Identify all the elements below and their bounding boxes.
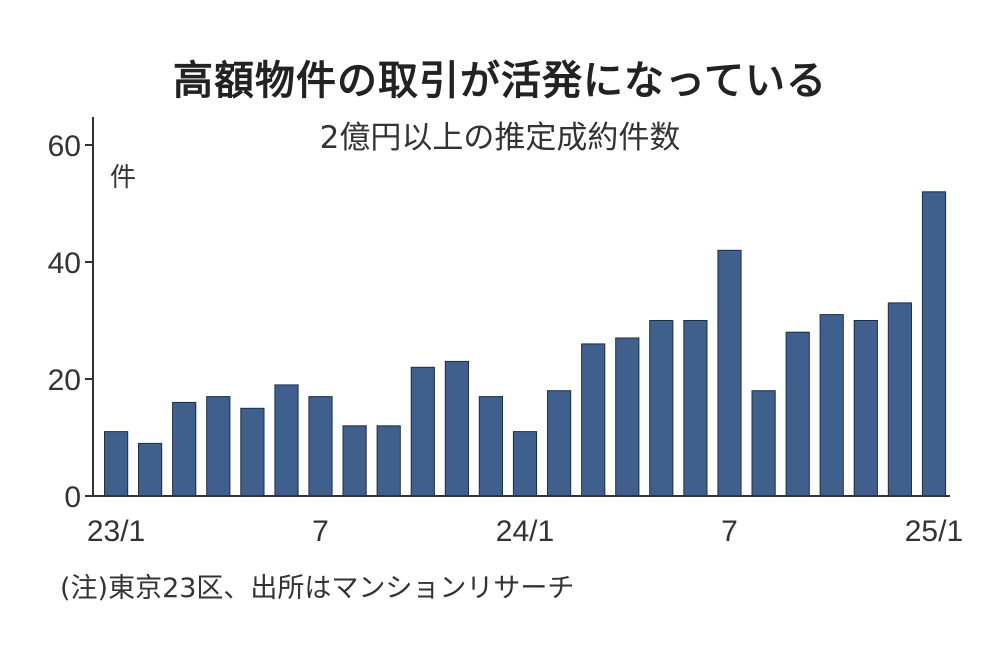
chart-title: 高額物件の取引が活発になっている [173,58,827,104]
x-tick-label: 7 [721,515,738,548]
bar [921,191,947,497]
bar [206,396,231,497]
chart-subtitle: 2億円以上の推定成約件数 [319,120,681,156]
x-tick-label: 23/1 [87,515,145,548]
bar [887,302,912,497]
bar [717,249,742,497]
bar [138,442,163,497]
bar [785,331,810,497]
bar [308,396,333,497]
x-tick-label: 7 [312,515,329,548]
bars [104,191,947,497]
y-tick-label: 60 [48,130,81,163]
y-axis: 0 20 40 60 [48,117,94,514]
y-tick-label: 20 [48,364,81,397]
footnote: (注)東京23区、出所はマンションリサーチ [60,573,575,604]
bar [342,425,367,497]
bar [274,384,299,497]
bar [853,320,878,497]
bar [478,396,503,497]
x-tick-label: 24/1 [496,515,554,548]
bar [172,401,197,497]
bar [240,407,265,497]
bar [444,360,469,497]
bar [649,320,674,497]
x-tick-label: 25/1 [905,515,963,548]
bar [410,366,435,497]
bar [615,337,640,497]
bar [547,390,572,497]
y-axis-unit-label: 件 [110,163,136,193]
y-tick-label: 40 [48,247,81,280]
y-tick-label: 0 [64,481,81,514]
x-axis: 23/1 7 24/1 7 25/1 [87,495,963,548]
bar [819,314,844,497]
bar [751,390,776,497]
bar [104,431,129,497]
bar [581,343,606,497]
bar [376,425,401,497]
bar [512,431,538,497]
bar [683,320,708,497]
